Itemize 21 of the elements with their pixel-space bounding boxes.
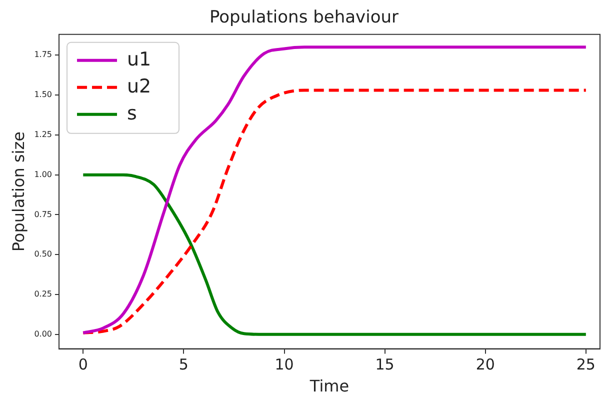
x-axis-title: Time bbox=[308, 376, 350, 396]
y-tick-label: 0.25 bbox=[34, 290, 52, 299]
y-tick-label: 0.00 bbox=[34, 330, 52, 339]
legend-label: u1 bbox=[127, 48, 152, 70]
chart-title: Populations behaviour bbox=[210, 8, 398, 28]
y-tick-label: 1.75 bbox=[34, 50, 52, 60]
legend-label: u2 bbox=[127, 75, 152, 98]
y-tick-label: 1.25 bbox=[34, 130, 52, 140]
y-tick-label: 1.00 bbox=[34, 170, 52, 179]
y-tick-label: 0.75 bbox=[34, 210, 52, 219]
y-tick-label: 1.50 bbox=[34, 90, 52, 100]
y-tick-label: 0.50 bbox=[34, 250, 52, 259]
x-tick-label: 0 bbox=[78, 356, 88, 374]
line-series bbox=[82, 173, 588, 336]
x-tick-label: 5 bbox=[178, 356, 188, 374]
x-tick-label: 20 bbox=[476, 356, 495, 374]
legend-label: s bbox=[127, 102, 137, 124]
x-tick-label: 25 bbox=[576, 356, 596, 374]
y-axis-title: Population size bbox=[8, 132, 28, 252]
x-tick-label: 10 bbox=[274, 356, 294, 374]
x-tick-label: 15 bbox=[375, 356, 394, 374]
